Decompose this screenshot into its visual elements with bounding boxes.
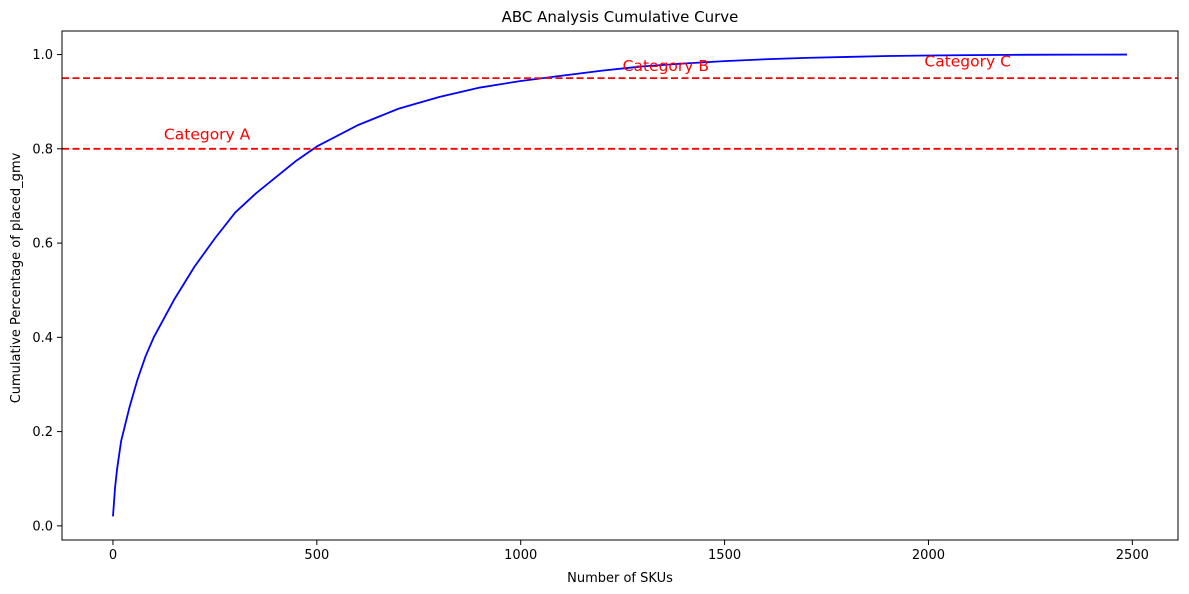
chart-title: ABC Analysis Cumulative Curve — [502, 8, 739, 26]
x-tick-label: 2500 — [1116, 548, 1149, 563]
category-annotation: Category A — [164, 125, 251, 143]
series-line-0 — [112, 53, 1128, 517]
x-tick-label: 1000 — [504, 548, 537, 563]
y-tick-label: 0.6 — [32, 237, 53, 252]
category-annotation: Category B — [623, 57, 709, 75]
y-tick-label: 0.8 — [32, 142, 53, 157]
x-tick-label: 2000 — [912, 548, 945, 563]
x-tick-label: 500 — [304, 548, 329, 563]
axes-frame — [61, 30, 1179, 541]
x-axis-label: Number of SKUs — [567, 571, 673, 586]
category-annotation: Category C — [924, 52, 1011, 70]
y-tick-label: 0.2 — [32, 425, 53, 440]
y-tick-label: 0.4 — [32, 331, 53, 346]
y-tick-label: 1.0 — [32, 48, 53, 63]
x-tick-label: 1500 — [708, 548, 741, 563]
y-axis-label: Cumulative Percentage of placed_gmv — [9, 152, 24, 403]
x-tick-label: 0 — [109, 548, 117, 563]
y-tick-label: 0.0 — [32, 519, 53, 534]
plot-area: 0 500 1000 1500 2000 2500 0.0 0.2 0.4 0.6 0.8 1.0 Ca… — [32, 30, 1179, 563]
